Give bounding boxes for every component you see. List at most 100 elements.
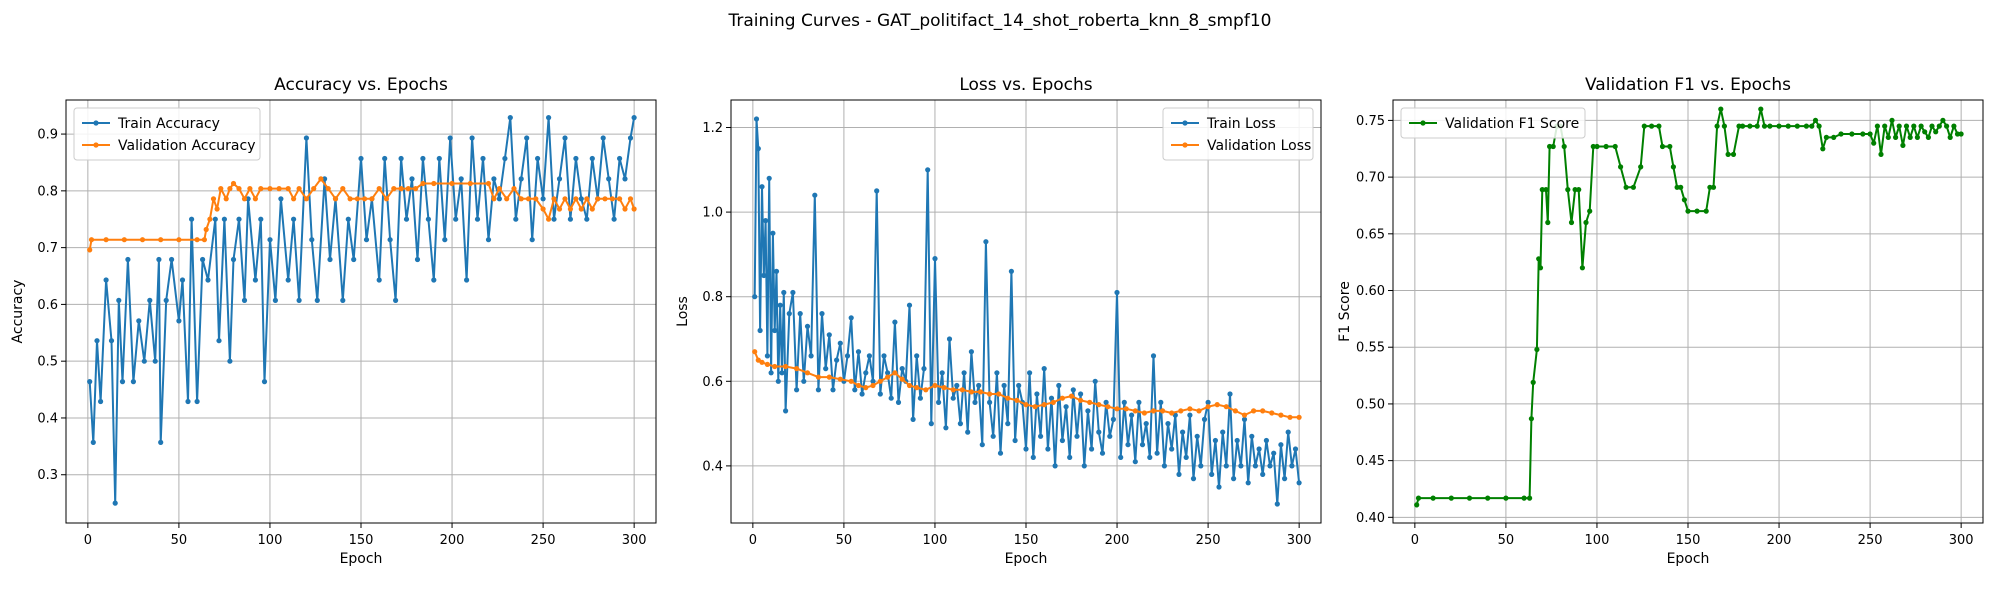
chart-0-series-1-point-8 [201,237,207,243]
chart-0-series-0-point-26 [212,216,218,222]
chart-0-series-1-point-21 [258,186,264,192]
chart-0-series-0-point-87 [551,216,557,222]
chart-2-series-0-point-37 [1641,123,1647,129]
chart-1-legend-box [1162,107,1314,161]
chart-2-title: Validation F1 vs. Epochs [1585,75,1791,95]
chart-2-series-0-point-61 [1761,123,1768,129]
chart-2-series-0-point-45 [1681,197,1687,203]
chart-0-series-0-point-93 [584,216,590,222]
chart-1-legend-0-label: Train Loss [1206,116,1276,132]
chart-0-series-0-point-21 [185,398,191,405]
chart-2-series-0-point-79 [1878,151,1884,157]
chart-0-series-0-point-43 [303,135,309,141]
chart-1-series-0-point-45 [885,370,891,376]
chart-1-series-0-point-146 [1252,463,1258,469]
chart-1-series-0-point-145 [1249,433,1255,439]
chart-0-series-0-point-69 [453,216,459,222]
chart-0-series-1-point-69 [622,206,628,212]
chart-0-series-0-point-64 [425,216,431,222]
chart-0-series-0-point-66 [436,155,442,162]
chart-1-series-1-point-3 [764,361,771,367]
chart-1-series-0-point-48 [895,399,902,405]
chart-0-series-0-point-9 [125,256,131,263]
chart-0-legend-0-label: Train Accuracy [117,116,220,132]
chart-1-series-0-point-83 [1023,446,1029,452]
chart-1-series-1-point-28 [987,391,993,397]
chart-0-series-1-point-54 [533,196,539,202]
chart-1-series-0-point-72 [983,239,989,245]
chart-1-series-0-point-9 [768,370,774,376]
chart-1-series-0-point-12 [773,268,780,274]
chart-2-series-0-point-68 [1812,117,1819,123]
chart-0-series-1-point-34 [354,196,360,202]
chart-0-series-0-point-29 [227,358,233,364]
chart-0-series-0-point-37 [267,237,273,243]
chart-0-series-0-point-19 [176,318,182,324]
chart-1-series-1-point-29 [996,391,1002,397]
chart-0-series-0-point-61 [409,176,415,182]
chart-1-series-1-point-40 [1096,402,1102,408]
chart-2-series-0-point-31 [1603,143,1609,150]
chart-1-series-0-point-113 [1132,459,1138,465]
chart-2-ytick-label-3: 0.55 [1356,341,1385,356]
chart-1-legend: Train Loss Validation Loss [1162,107,1314,161]
chart-1-series-0-point-20 [794,387,800,393]
chart-1-series-1-point-36 [1059,395,1065,401]
chart-2-series-0-point-26 [1579,265,1585,271]
chart-1-xtick-label-4: 200 [1105,533,1130,548]
chart-2-series-0-point-76 [1867,131,1873,137]
accuracy-chart: 0 50 100 150 200 250 300 0.3 0.4 0.5 0.6 0.7 0.8 0.9 A… [10,75,657,567]
chart-1-series-0-point-59 [936,399,942,405]
chart-0-series-0-point-60 [403,216,410,222]
chart-2-series-0-point-100 [1954,131,1961,137]
chart-0-series-1-point-53 [525,196,532,202]
chart-2-series-0-point-30 [1594,143,1600,150]
chart-1-series-1-point-15 [877,378,883,384]
chart-2-series-0-point-22 [1565,187,1571,193]
chart-2-series-0-point-81 [1885,134,1891,140]
chart-1-series-0-point-139 [1227,391,1233,397]
chart-0-series-1-point-42 [413,186,419,192]
figure-title: Training Curves - GAT_politifact_14_shot… [728,11,1272,31]
chart-0-series-0-point-15 [156,256,162,263]
chart-2-series-0-point-99 [1951,123,1957,129]
chart-0-series-0-point-0 [87,379,93,385]
chart-0-series-1-point-33 [347,196,353,202]
chart-1-series-0-point-64 [954,382,960,389]
chart-1-series-0-point-102 [1092,378,1098,384]
chart-0-series-0-point-7 [116,297,122,303]
chart-1-series-0-point-42 [874,188,880,194]
chart-1-series-0-point-110 [1121,399,1127,405]
chart-1-legend-0-marker [1182,120,1188,126]
chart-1-series-1-point-31 [1014,397,1020,403]
chart-0-series-0-point-98 [611,216,617,222]
chart-2-series-0-point-85 [1900,142,1906,148]
chart-1-series-0-point-115 [1139,442,1146,448]
chart-1-series-1-point-32 [1023,402,1029,408]
chart-1-series-1-point-30 [1005,395,1011,401]
chart-1-series-0-point-149 [1263,437,1269,444]
chart-0-series-0-point-38 [272,297,278,303]
chart-2-series-0-point-60 [1758,106,1764,112]
chart-1-series-1-point-5 [783,363,789,370]
chart-0-series-0-point-10 [130,379,136,385]
f1-chart: 0 50 100 150 200 250 300 0.40 0.45 0.50 0.55 0.60 0.… [1337,75,1984,567]
chart-1-series-0-point-51 [906,302,913,308]
chart-0-series-1-point-59 [562,196,568,202]
chart-0-series-0-point-27 [216,338,222,344]
chart-1-series-0-point-132 [1201,416,1208,422]
chart-1-series-0-point-136 [1216,484,1222,490]
chart-0-series-1-point-18 [241,196,248,202]
chart-0-series-0-point-72 [469,135,475,141]
chart-0-series-1-point-36 [369,196,375,202]
chart-1-series-1-point-11 [848,378,854,384]
chart-0-series-1-point-28 [311,186,317,192]
chart-1-series-0-point-81 [1016,382,1022,389]
chart-1-series-0-point-29 [826,332,832,338]
chart-2-series-0-point-27 [1583,219,1589,226]
chart-2-series-0-point-63 [1776,123,1782,129]
chart-0-ytick-label-0: 0.3 [37,468,58,483]
chart-1-series-0-point-38 [859,391,865,397]
chart-0-xlabel: Epoch [340,551,383,567]
